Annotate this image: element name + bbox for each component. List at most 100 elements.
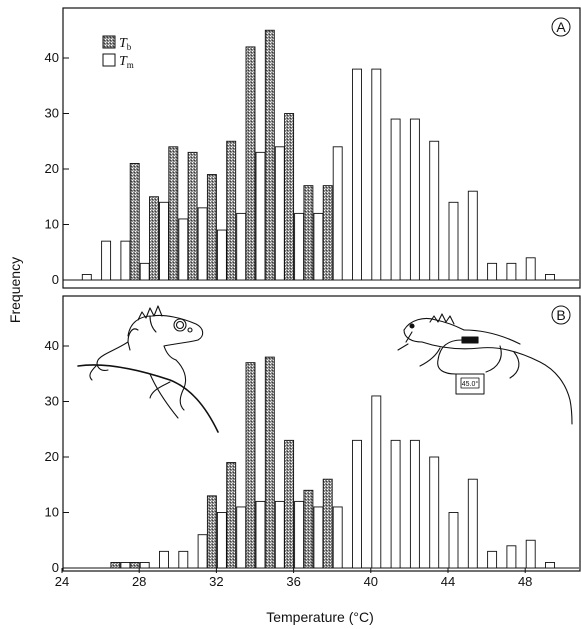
- panel-b-y-tick-label: 10: [45, 505, 59, 520]
- bar-tb-panel-a: [322, 185, 333, 281]
- bar-tm-panel-a: [332, 146, 343, 281]
- panel-a-plot: 0 10 20 30 40: [45, 29, 579, 287]
- panel-a-y-tick-label: 10: [45, 217, 59, 232]
- bar-tm-panel-b: [487, 550, 498, 569]
- bar-tb-panel-a: [206, 174, 217, 281]
- bar-tm-panel-a: [159, 201, 169, 281]
- bar-tm-panel-b: [236, 506, 247, 569]
- panel-b-plot: 0 10 20 30 40 24 28 32 36 40 44 48: [45, 338, 579, 589]
- bar-tm-panel-b: [294, 500, 305, 569]
- legend-tm-main: T: [119, 54, 128, 69]
- bar-tm-panel-b: [178, 550, 189, 569]
- bar-tb-panel-a: [129, 162, 140, 281]
- legend: Tb Tm: [102, 35, 134, 70]
- bar-tm-panel-a: [487, 262, 498, 281]
- bar-tm-panel-b: [255, 500, 266, 569]
- bar-tm-panel-a: [294, 212, 305, 281]
- bar-tm-panel-a: [352, 68, 362, 281]
- bar-tb-panel-b: [303, 489, 314, 569]
- bar-tm-panel-a: [448, 201, 459, 281]
- bar-tm-panel-a: [506, 262, 517, 281]
- bar-tm-panel-b: [332, 506, 343, 569]
- bar-tb-panel-b: [226, 462, 237, 569]
- bar-tm-panel-a: [467, 190, 478, 281]
- bar-tm-panel-b: [159, 550, 169, 569]
- bar-tm-panel-a: [371, 68, 382, 281]
- legend-tb-main: T: [119, 36, 128, 51]
- bar-tm-panel-a: [545, 274, 555, 281]
- panel-a-y-tick-label: 0: [52, 272, 59, 287]
- panel-b-y-tick-label: 20: [45, 449, 59, 464]
- y-axis-title: Frequency: [7, 257, 23, 323]
- panel-b-letter: B: [556, 307, 565, 323]
- bar-tm-panel-a: [101, 240, 112, 281]
- bar-tm-panel-b: [545, 562, 555, 569]
- bar-tm-panel-b: [352, 439, 362, 569]
- bar-tb-panel-a: [226, 140, 237, 281]
- x-axis-title: Temperature (°C): [266, 609, 374, 625]
- bar-tm-panel-b: [467, 478, 478, 569]
- bar-tb-panel-a: [303, 185, 314, 281]
- bar-tm-panel-b: [448, 512, 459, 569]
- legend-tm-sub: m: [127, 60, 134, 70]
- bar-tb-panel-b: [264, 356, 275, 569]
- panel-a-letter-circle: [551, 17, 571, 37]
- bar-tm-panel-a: [197, 207, 208, 281]
- bar-tm-panel-a: [120, 240, 131, 281]
- panel-b-frame: [62, 295, 581, 572]
- thermometer-display: 45.0°: [462, 380, 479, 388]
- bar-tm-panel-a: [525, 257, 536, 281]
- bar-tm-panel-a: [429, 140, 440, 281]
- bar-tb-panel-b: [206, 495, 217, 569]
- x-tick-label: 24: [55, 574, 69, 589]
- bar-tb-panel-a: [284, 113, 295, 281]
- bar-tm-panel-b: [409, 439, 420, 569]
- panel-a-y-tick-label: 40: [45, 50, 59, 65]
- panel-a-y-tick-label: 30: [45, 106, 59, 121]
- bar-tm-panel-a: [216, 229, 227, 281]
- bar-tm-panel-b: [390, 439, 401, 569]
- bar-tm-panel-b: [197, 534, 208, 569]
- bar-tm-panel-a: [178, 218, 189, 281]
- bar-tm-panel-a: [390, 118, 401, 281]
- bar-tb-panel-b: [129, 562, 140, 569]
- bar-tm-panel-b: [525, 539, 536, 569]
- bar-tm-panel-a: [409, 118, 420, 281]
- bar-tm-panel-a: [313, 212, 324, 281]
- iguana-illustration-right: [397, 313, 573, 425]
- x-tick-label: 36: [286, 574, 300, 589]
- bar-tm-panel-a: [236, 212, 247, 281]
- bar-tb-panel-a: [264, 29, 275, 281]
- legend-label-tm: Tm: [119, 54, 134, 70]
- bar-tb-panel-b: [322, 478, 333, 569]
- bar-tm-panel-b: [216, 512, 227, 569]
- x-tick-label: 28: [132, 574, 146, 589]
- bar-tb-panel-a: [187, 151, 198, 281]
- panel-b-letter-circle: [551, 305, 571, 325]
- panel-b-y-tick-label: 0: [52, 560, 59, 575]
- bar-tb-panel-b: [110, 562, 121, 569]
- x-tick-label: 40: [364, 574, 378, 589]
- panel-b-y-tick-label: 40: [45, 338, 59, 353]
- legend-swatch-tm: [102, 53, 116, 67]
- bar-tm-panel-b: [506, 545, 517, 569]
- panel-a-frame: [62, 7, 581, 289]
- bar-tm-panel-b: [371, 395, 382, 569]
- legend-tb-sub: b: [127, 42, 132, 52]
- x-tick-label: 44: [441, 574, 455, 589]
- bar-tm-panel-b: [120, 562, 131, 569]
- panel-b-y-tick-label: 30: [45, 394, 59, 409]
- bar-tb-panel-a: [168, 146, 179, 281]
- bar-tm-panel-a: [81, 274, 92, 281]
- legend-label-tb: Tb: [119, 36, 132, 52]
- x-tick-label: 48: [518, 574, 532, 589]
- bar-tb-panel-b: [245, 362, 256, 569]
- panel-a-letter: A: [556, 19, 566, 35]
- legend-swatch-tb: [102, 35, 116, 49]
- bar-tb-panel-a: [245, 46, 256, 281]
- bar-tm-panel-b: [429, 456, 440, 569]
- iguana-illustration-left: [77, 305, 219, 433]
- bar-tm-panel-a: [274, 146, 285, 281]
- bar-tb-panel-b: [284, 439, 295, 569]
